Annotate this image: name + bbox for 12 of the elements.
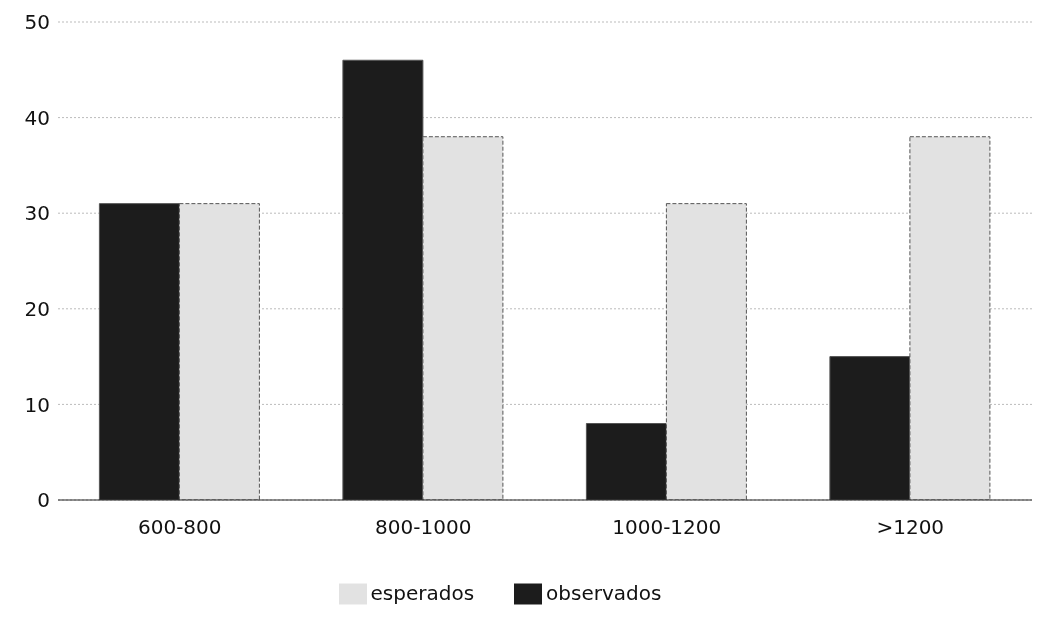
- y-tick-label: 40: [24, 105, 50, 130]
- x-tick-label: 800-1000: [375, 515, 472, 540]
- y-tick-label: 20: [24, 296, 50, 321]
- x-tick-label: 600-800: [137, 515, 222, 540]
- legend-label: observados: [546, 580, 662, 605]
- x-tick-label: >1200: [876, 515, 945, 540]
- y-tick-label: 30: [24, 201, 50, 226]
- y-tick-label: 50: [24, 10, 50, 35]
- x-tick-label: 1000-1200: [612, 515, 722, 540]
- y-tick-label: 10: [24, 392, 50, 417]
- y-tick-label: 0: [37, 488, 50, 513]
- legend-label: esperados: [370, 580, 475, 605]
